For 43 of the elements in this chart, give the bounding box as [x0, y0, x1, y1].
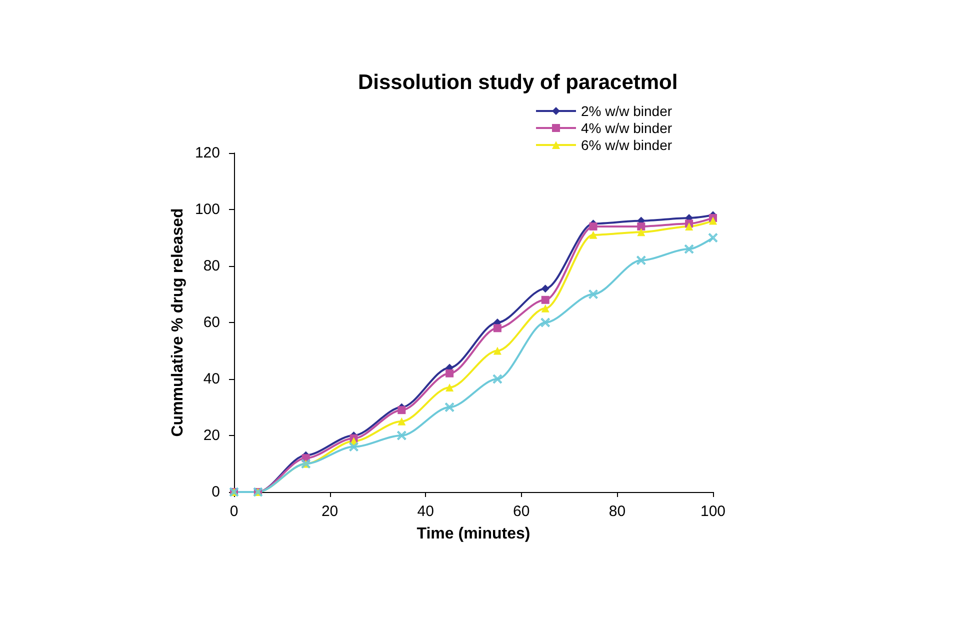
legend-label: 2% w/w binder: [581, 103, 672, 119]
point: [708, 233, 718, 242]
y-tick-label: 0: [212, 484, 220, 500]
point: [397, 431, 406, 440]
point: [540, 318, 550, 327]
chart-title: Dissolution study of paracetmol: [358, 71, 678, 94]
x-tick-label: 40: [417, 503, 434, 520]
point: [446, 383, 454, 392]
point: [349, 442, 358, 452]
point: [637, 222, 646, 230]
x-tick-label: 0: [230, 503, 238, 520]
point: [446, 369, 454, 378]
point: [398, 417, 406, 426]
point: [493, 324, 502, 332]
legend-label: 4% w/w binder: [581, 120, 672, 136]
point: [541, 284, 550, 293]
point: [541, 296, 550, 304]
x-tick-label: 100: [700, 503, 726, 520]
point: [493, 346, 502, 355]
x-tick-label: 20: [321, 503, 338, 520]
point: [541, 304, 550, 312]
legend-label: 6% w/w binder: [581, 137, 672, 153]
point: [492, 374, 502, 384]
y-tick-label: 20: [203, 427, 220, 444]
point: [637, 228, 646, 236]
point: [588, 290, 598, 299]
y-tick-label: 60: [203, 314, 220, 331]
point: [709, 216, 717, 225]
point: [589, 230, 598, 239]
point: [636, 256, 646, 265]
y-tick-label: 120: [194, 144, 220, 162]
y-tick-label: 100: [194, 201, 220, 218]
point: [589, 222, 598, 230]
x-tick-label: 80: [608, 503, 626, 520]
y-axis-title: Cummulative % drug released: [170, 208, 186, 437]
x-axis-title: Time (minutes): [416, 526, 530, 542]
x-tick-label: 60: [513, 503, 530, 520]
point: [398, 406, 406, 414]
y-tick-label: 80: [203, 258, 220, 274]
point: [685, 222, 694, 230]
point: [445, 402, 454, 412]
y-tick-label: 40: [203, 370, 220, 388]
point: [684, 244, 694, 254]
